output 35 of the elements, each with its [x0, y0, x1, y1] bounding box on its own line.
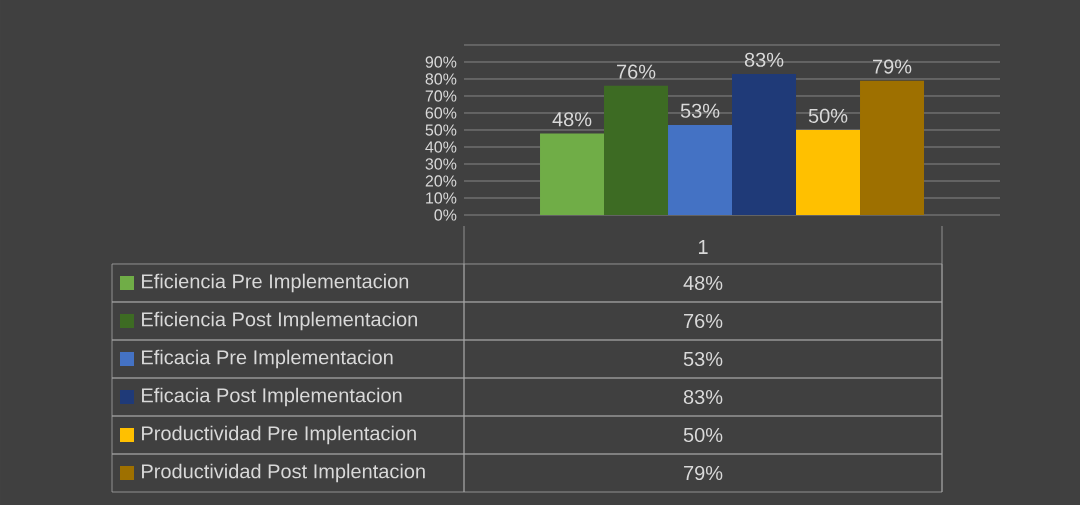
x-tick-label: 1 — [698, 240, 708, 254]
y-tick-label: 20% — [425, 175, 457, 187]
text: 79% — [684, 465, 723, 481]
y-tick-label: 60% — [425, 107, 457, 119]
y-tick-label: 40% — [425, 141, 457, 153]
data-label: 83% — [744, 52, 784, 67]
text: 50% — [683, 427, 723, 443]
legend-label: Eficiencia Post Implementacion — [142, 311, 417, 331]
bar — [796, 130, 861, 215]
y-tick-label: 10% — [426, 192, 457, 204]
data-label: 79% — [873, 59, 912, 74]
y-tick-label: 0% — [434, 209, 457, 221]
bar — [540, 133, 605, 215]
y-tick-label: 80% — [425, 73, 457, 85]
data-label: 76% — [617, 64, 656, 79]
legend-label: Productividad Pre Implentacion — [142, 425, 416, 445]
bar — [668, 124, 733, 215]
y-tick-label: 50% — [425, 124, 457, 136]
data-label: 53% — [680, 103, 720, 118]
legend-label: Eficacia Post Implementacion — [142, 387, 402, 407]
y-tick-label: 90% — [425, 56, 457, 68]
data-label: 48% — [552, 112, 592, 127]
text: 48% — [683, 275, 723, 291]
bar — [732, 73, 797, 215]
legend-label: Eficiencia Pre Implementacion — [142, 273, 409, 293]
data-label: 50% — [808, 108, 848, 123]
legend-label: Eficacia Pre Implementacion — [142, 349, 393, 369]
text: 76% — [684, 313, 723, 329]
bar — [860, 80, 925, 215]
text: 53% — [683, 351, 723, 367]
legend-label: Productividad Post Implentacion — [142, 463, 425, 483]
text: 83% — [683, 389, 723, 405]
y-tick-label: 30% — [425, 158, 457, 170]
y-tick-label: 70% — [425, 90, 457, 102]
bar — [604, 85, 669, 215]
